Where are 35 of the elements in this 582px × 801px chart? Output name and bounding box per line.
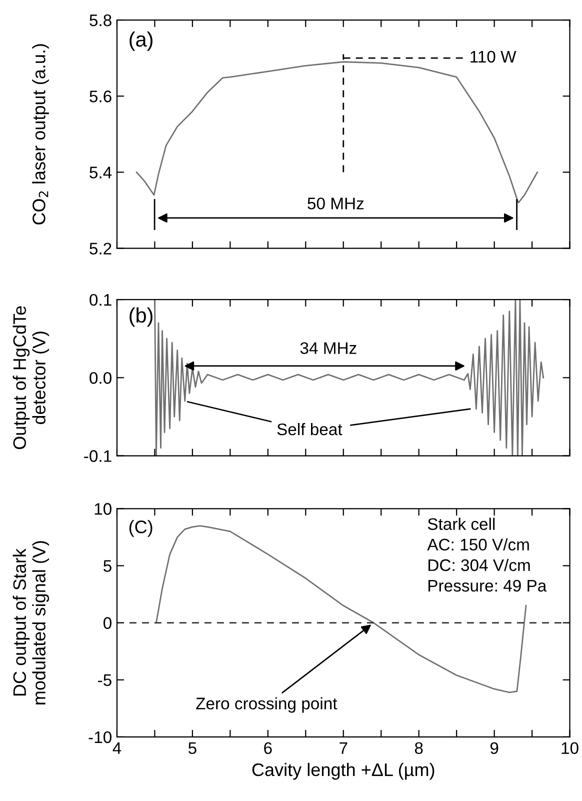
annotation: DC: 304 V/cm (428, 558, 530, 572)
y-tick-label: -0.1 (84, 450, 112, 462)
y-axis-title: Output of HgCdTe detector (V) (12, 306, 50, 450)
y-tick-label: 5.6 (90, 90, 112, 102)
y-tick-label: 0.0 (90, 372, 112, 384)
annotation: Pressure: 49 Pa (428, 580, 547, 592)
y-tick-label: 5.8 (90, 14, 112, 26)
y-tick-label: 5 (104, 560, 112, 572)
y-tick-label: 5.2 (90, 242, 112, 255)
annotation: (C) (129, 520, 152, 537)
x-tick-label: 8 (414, 742, 423, 754)
x-tick-label: 6 (264, 742, 272, 754)
y-tick-label: 0.1 (90, 294, 112, 306)
x-tick-label: 10 (562, 742, 578, 754)
annotation: AC: 150 V/cm (427, 538, 529, 551)
y-tick-label: 5.4 (90, 166, 112, 178)
annotation: Stark cell (428, 518, 495, 530)
y-tick-label: -5 (98, 674, 112, 686)
annotation: Zero crossing point (196, 697, 338, 713)
x-axis-title: Cavity length +ΔL (µm) (252, 762, 434, 780)
annotation: (b) (130, 307, 152, 327)
y-tick-label: -10 (88, 731, 112, 744)
x-tick-label: 5 (188, 742, 196, 754)
y-axis-title: DC output of Stark modulated signal (V) (12, 541, 50, 704)
annotation: 110 W (470, 50, 516, 63)
annotation: 50 MHz (308, 198, 364, 210)
x-tick-label: 9 (490, 742, 498, 754)
y-axis-title: CO$_{2}$ laser output (a.u.) (32, 44, 49, 224)
y-tick-label: 10 (94, 503, 112, 515)
x-tick-label: 7 (340, 742, 348, 754)
annotation: (a) (130, 31, 152, 51)
annotation: Self beat (277, 423, 342, 436)
y-tick-label: 0 (104, 617, 112, 629)
x-tick-label: 4 (112, 742, 122, 754)
annotation: 34 MHz (300, 342, 356, 354)
